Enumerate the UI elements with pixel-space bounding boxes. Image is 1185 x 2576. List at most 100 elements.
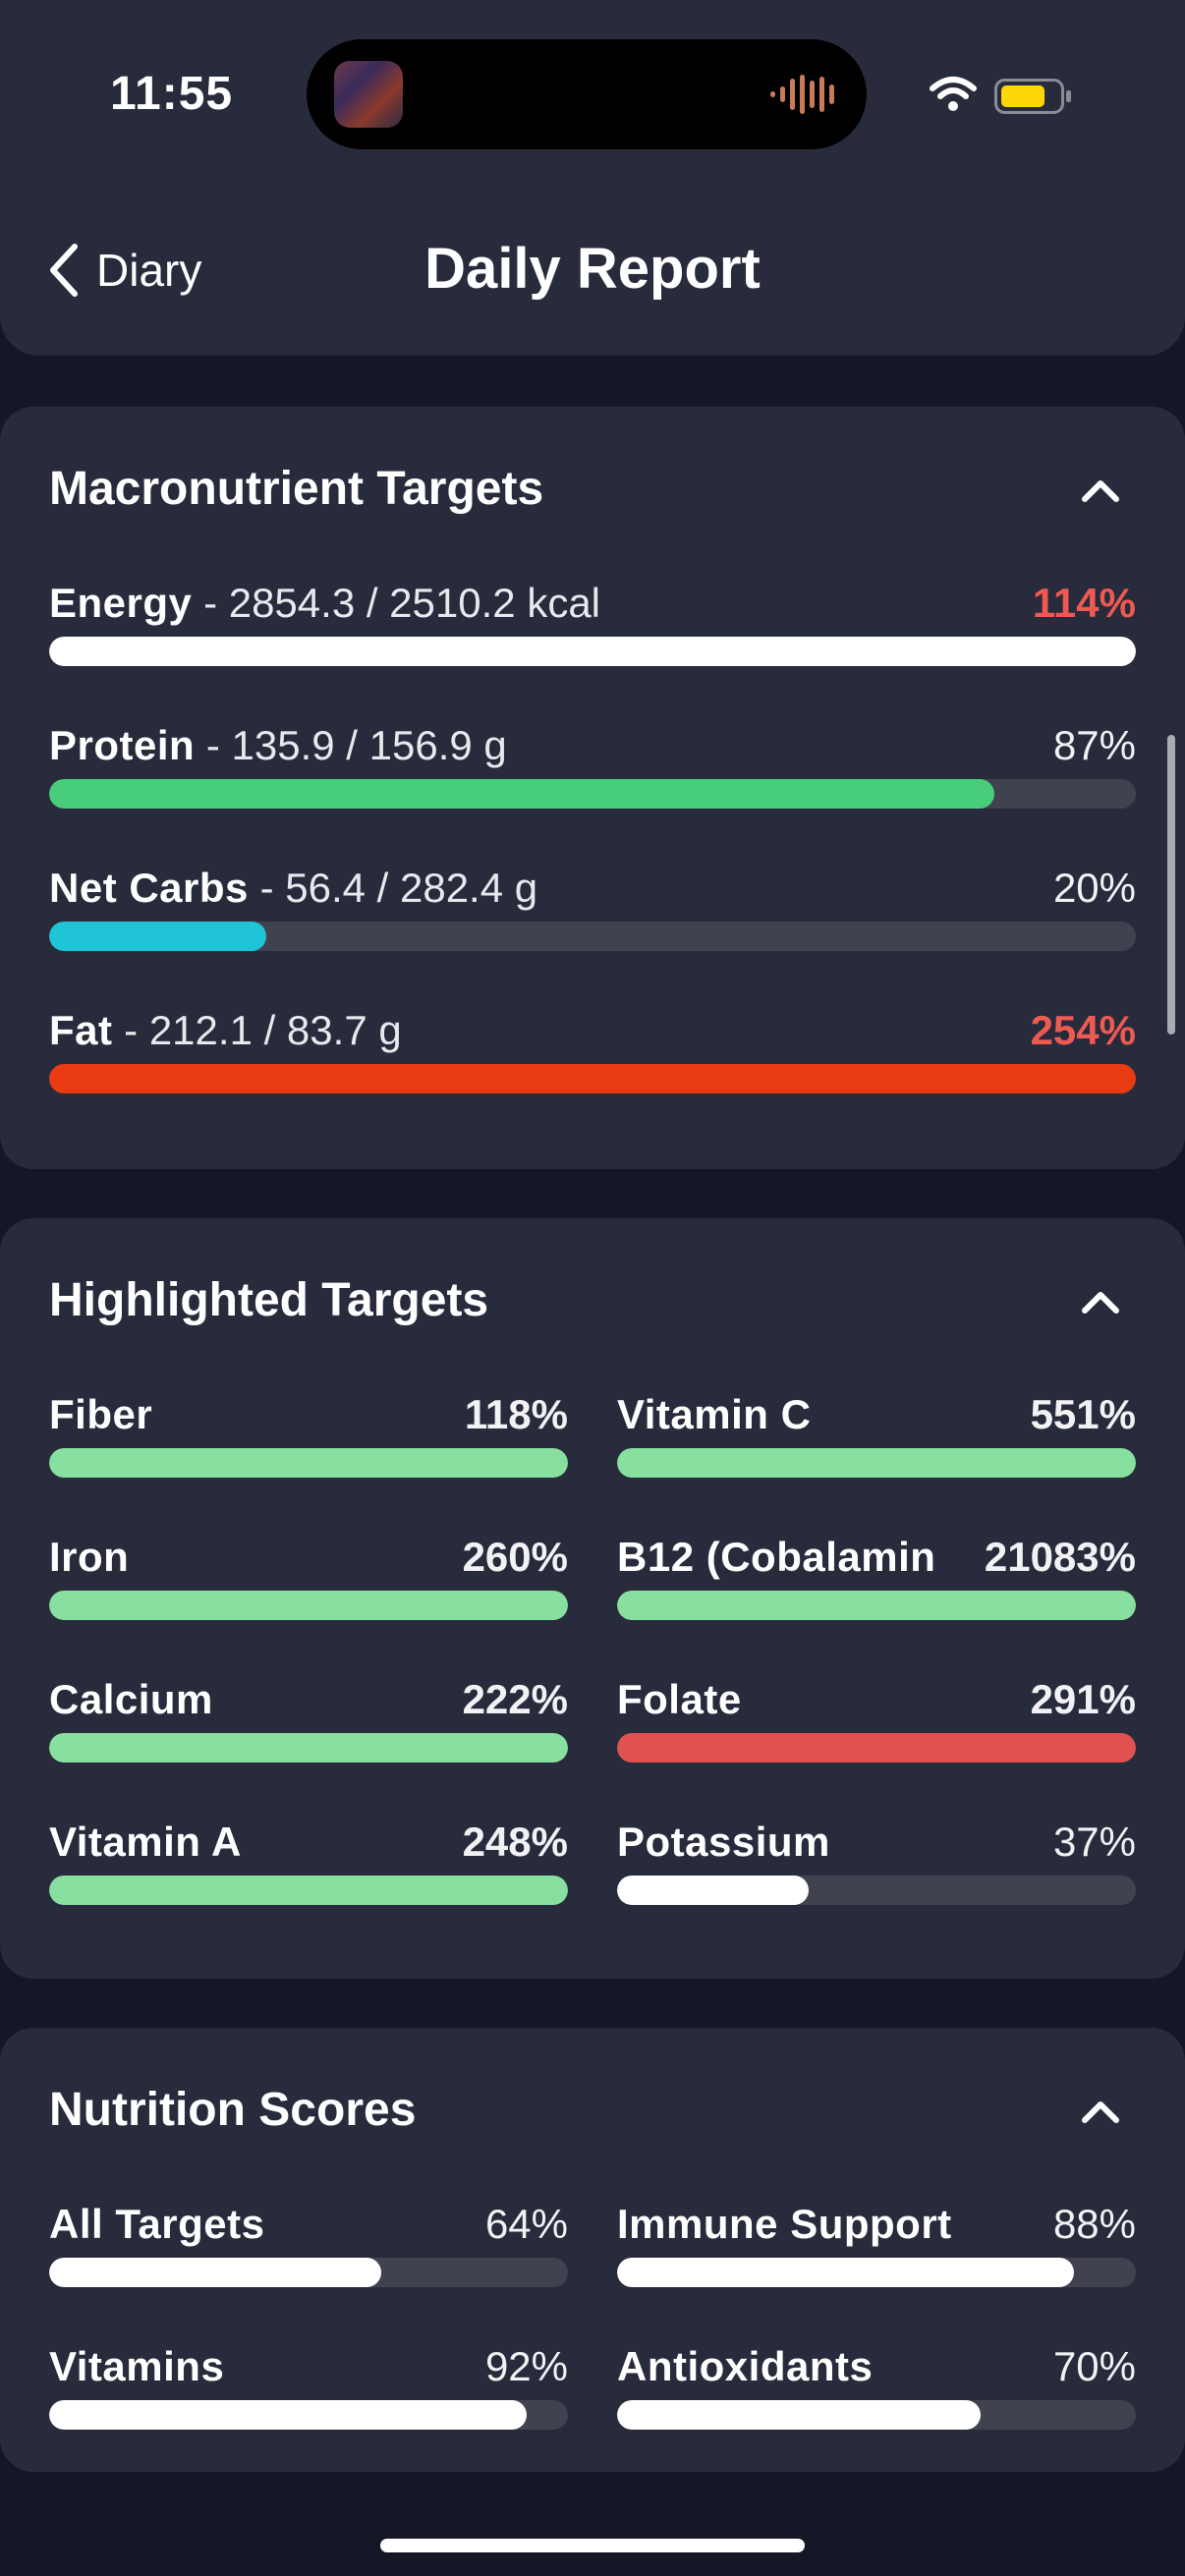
row-detail: - 135.9 / 156.9 g [205,722,507,768]
score-row-immune-support[interactable]: Immune Support 88% [617,2201,1136,2287]
target-row-potassium[interactable]: Potassium 37% [617,1819,1136,1905]
row-percent: 21083% [984,1534,1136,1580]
target-row-fiber[interactable]: Fiber 118% [49,1391,568,1478]
progress-fill [49,1876,568,1905]
progress-bar [49,1591,568,1620]
progress-fill [49,1064,1136,1093]
progress-fill [617,1733,1136,1763]
dynamic-island[interactable] [307,39,867,149]
row-name: All Targets [49,2201,265,2247]
progress-bar [617,1876,1136,1905]
highlighted-targets-card: Highlighted Targets Fiber 118% Vitamin C 5… [0,1218,1185,1979]
target-row-vitamin-a[interactable]: Vitamin A 248% [49,1819,568,1905]
row-percent: 37% [1052,1819,1136,1865]
row-name: Fat [49,1007,113,1053]
progress-fill [49,922,267,951]
chevron-up-icon[interactable] [1079,476,1122,505]
progress-bar [617,2400,1136,2430]
section-title: Nutrition Scores [49,2084,417,2136]
row-percent: 92% [484,2343,568,2389]
row-name: Antioxidants [617,2343,874,2389]
back-label: Diary [96,245,202,296]
row-detail: - 2854.3 / 2510.2 kcal [203,580,601,626]
progress-fill [617,1591,1136,1620]
target-row-calcium[interactable]: Calcium 222% [49,1676,568,1763]
progress-bar [49,1064,1136,1093]
target-row-iron[interactable]: Iron 260% [49,1534,568,1620]
row-percent: 291% [1030,1676,1136,1722]
row-name: Vitamin A [49,1819,242,1865]
progress-bar [617,1591,1136,1620]
row-name: Net Carbs [49,865,249,911]
progress-bar [617,1733,1136,1763]
progress-bar [49,637,1136,666]
progress-bar [49,779,1136,809]
progress-fill [49,1448,568,1478]
row-name: Energy [49,580,193,626]
row-name: Iron [49,1534,130,1580]
macro-row-protein[interactable]: Protein - 135.9 / 156.9 g 87% [49,722,1136,809]
row-detail: - 212.1 / 83.7 g [124,1007,402,1053]
progress-bar [49,2258,568,2287]
macro-row-net-carbs[interactable]: Net Carbs - 56.4 / 282.4 g 20% [49,865,1136,951]
now-playing-artwork [334,61,403,128]
row-percent: 248% [462,1819,568,1865]
row-detail: - 56.4 / 282.4 g [259,865,538,911]
target-row-folate[interactable]: Folate 291% [617,1676,1136,1763]
row-percent: 87% [1052,722,1136,768]
progress-bar [49,1876,568,1905]
target-row-b12[interactable]: B12 (Cobalamin 21083% [617,1534,1136,1620]
progress-bar [49,922,1136,951]
score-row-vitamins[interactable]: Vitamins 92% [49,2343,568,2430]
audio-waveform-icon [770,75,834,114]
row-percent: 20% [1052,865,1136,911]
chevron-up-icon[interactable] [1079,1287,1122,1316]
progress-bar [617,2258,1136,2287]
progress-fill [49,2400,527,2430]
progress-bar [49,2400,568,2430]
row-percent: 551% [1030,1391,1136,1437]
row-percent: 254% [1030,1007,1136,1053]
section-title: Highlighted Targets [49,1274,489,1326]
back-button[interactable]: Diary [47,236,201,305]
row-percent: 260% [462,1534,568,1580]
row-name: Vitamins [49,2343,225,2389]
progress-fill [49,779,995,809]
home-indicator[interactable] [380,2539,805,2552]
row-percent: 118% [464,1391,568,1437]
macro-row-energy[interactable]: Energy - 2854.3 / 2510.2 kcal 114% [49,580,1136,666]
progress-bar [617,1448,1136,1478]
row-percent: 88% [1052,2201,1136,2247]
row-name: Calcium [49,1676,213,1722]
battery-icon [994,79,1071,114]
row-name: Fiber [49,1391,153,1437]
macro-row-fat[interactable]: Fat - 212.1 / 83.7 g 254% [49,1007,1136,1093]
progress-fill [617,2258,1074,2287]
nutrition-scores-card: Nutrition Scores All Targets 64% Immune S… [0,2028,1185,2472]
row-percent: 70% [1052,2343,1136,2389]
scroll-indicator[interactable] [1167,735,1175,1035]
row-name: B12 (Cobalamin [617,1534,936,1580]
target-row-vitamin-c[interactable]: Vitamin C 551% [617,1391,1136,1478]
chevron-up-icon[interactable] [1079,2097,1122,2126]
progress-fill [49,1591,568,1620]
row-name: Folate [617,1676,742,1722]
section-title: Macronutrient Targets [49,463,544,515]
score-row-all-targets[interactable]: All Targets 64% [49,2201,568,2287]
progress-fill [617,1876,810,1905]
wifi-icon [930,77,977,111]
progress-fill [617,2400,981,2430]
row-name: Protein [49,722,196,768]
status-time: 11:55 [110,68,234,120]
score-row-antioxidants[interactable]: Antioxidants 70% [617,2343,1136,2430]
row-name: Vitamin C [617,1391,812,1437]
page-title: Daily Report [424,237,761,301]
macronutrient-targets-card: Macronutrient Targets Energy - 2854.3 / … [0,407,1185,1169]
progress-fill [49,2258,381,2287]
progress-fill [49,1733,568,1763]
top-bar: 11:55 Diary Daily Report [0,0,1185,356]
progress-fill [49,637,1136,666]
progress-fill [617,1448,1136,1478]
row-name: Immune Support [617,2201,952,2247]
progress-bar [49,1448,568,1478]
